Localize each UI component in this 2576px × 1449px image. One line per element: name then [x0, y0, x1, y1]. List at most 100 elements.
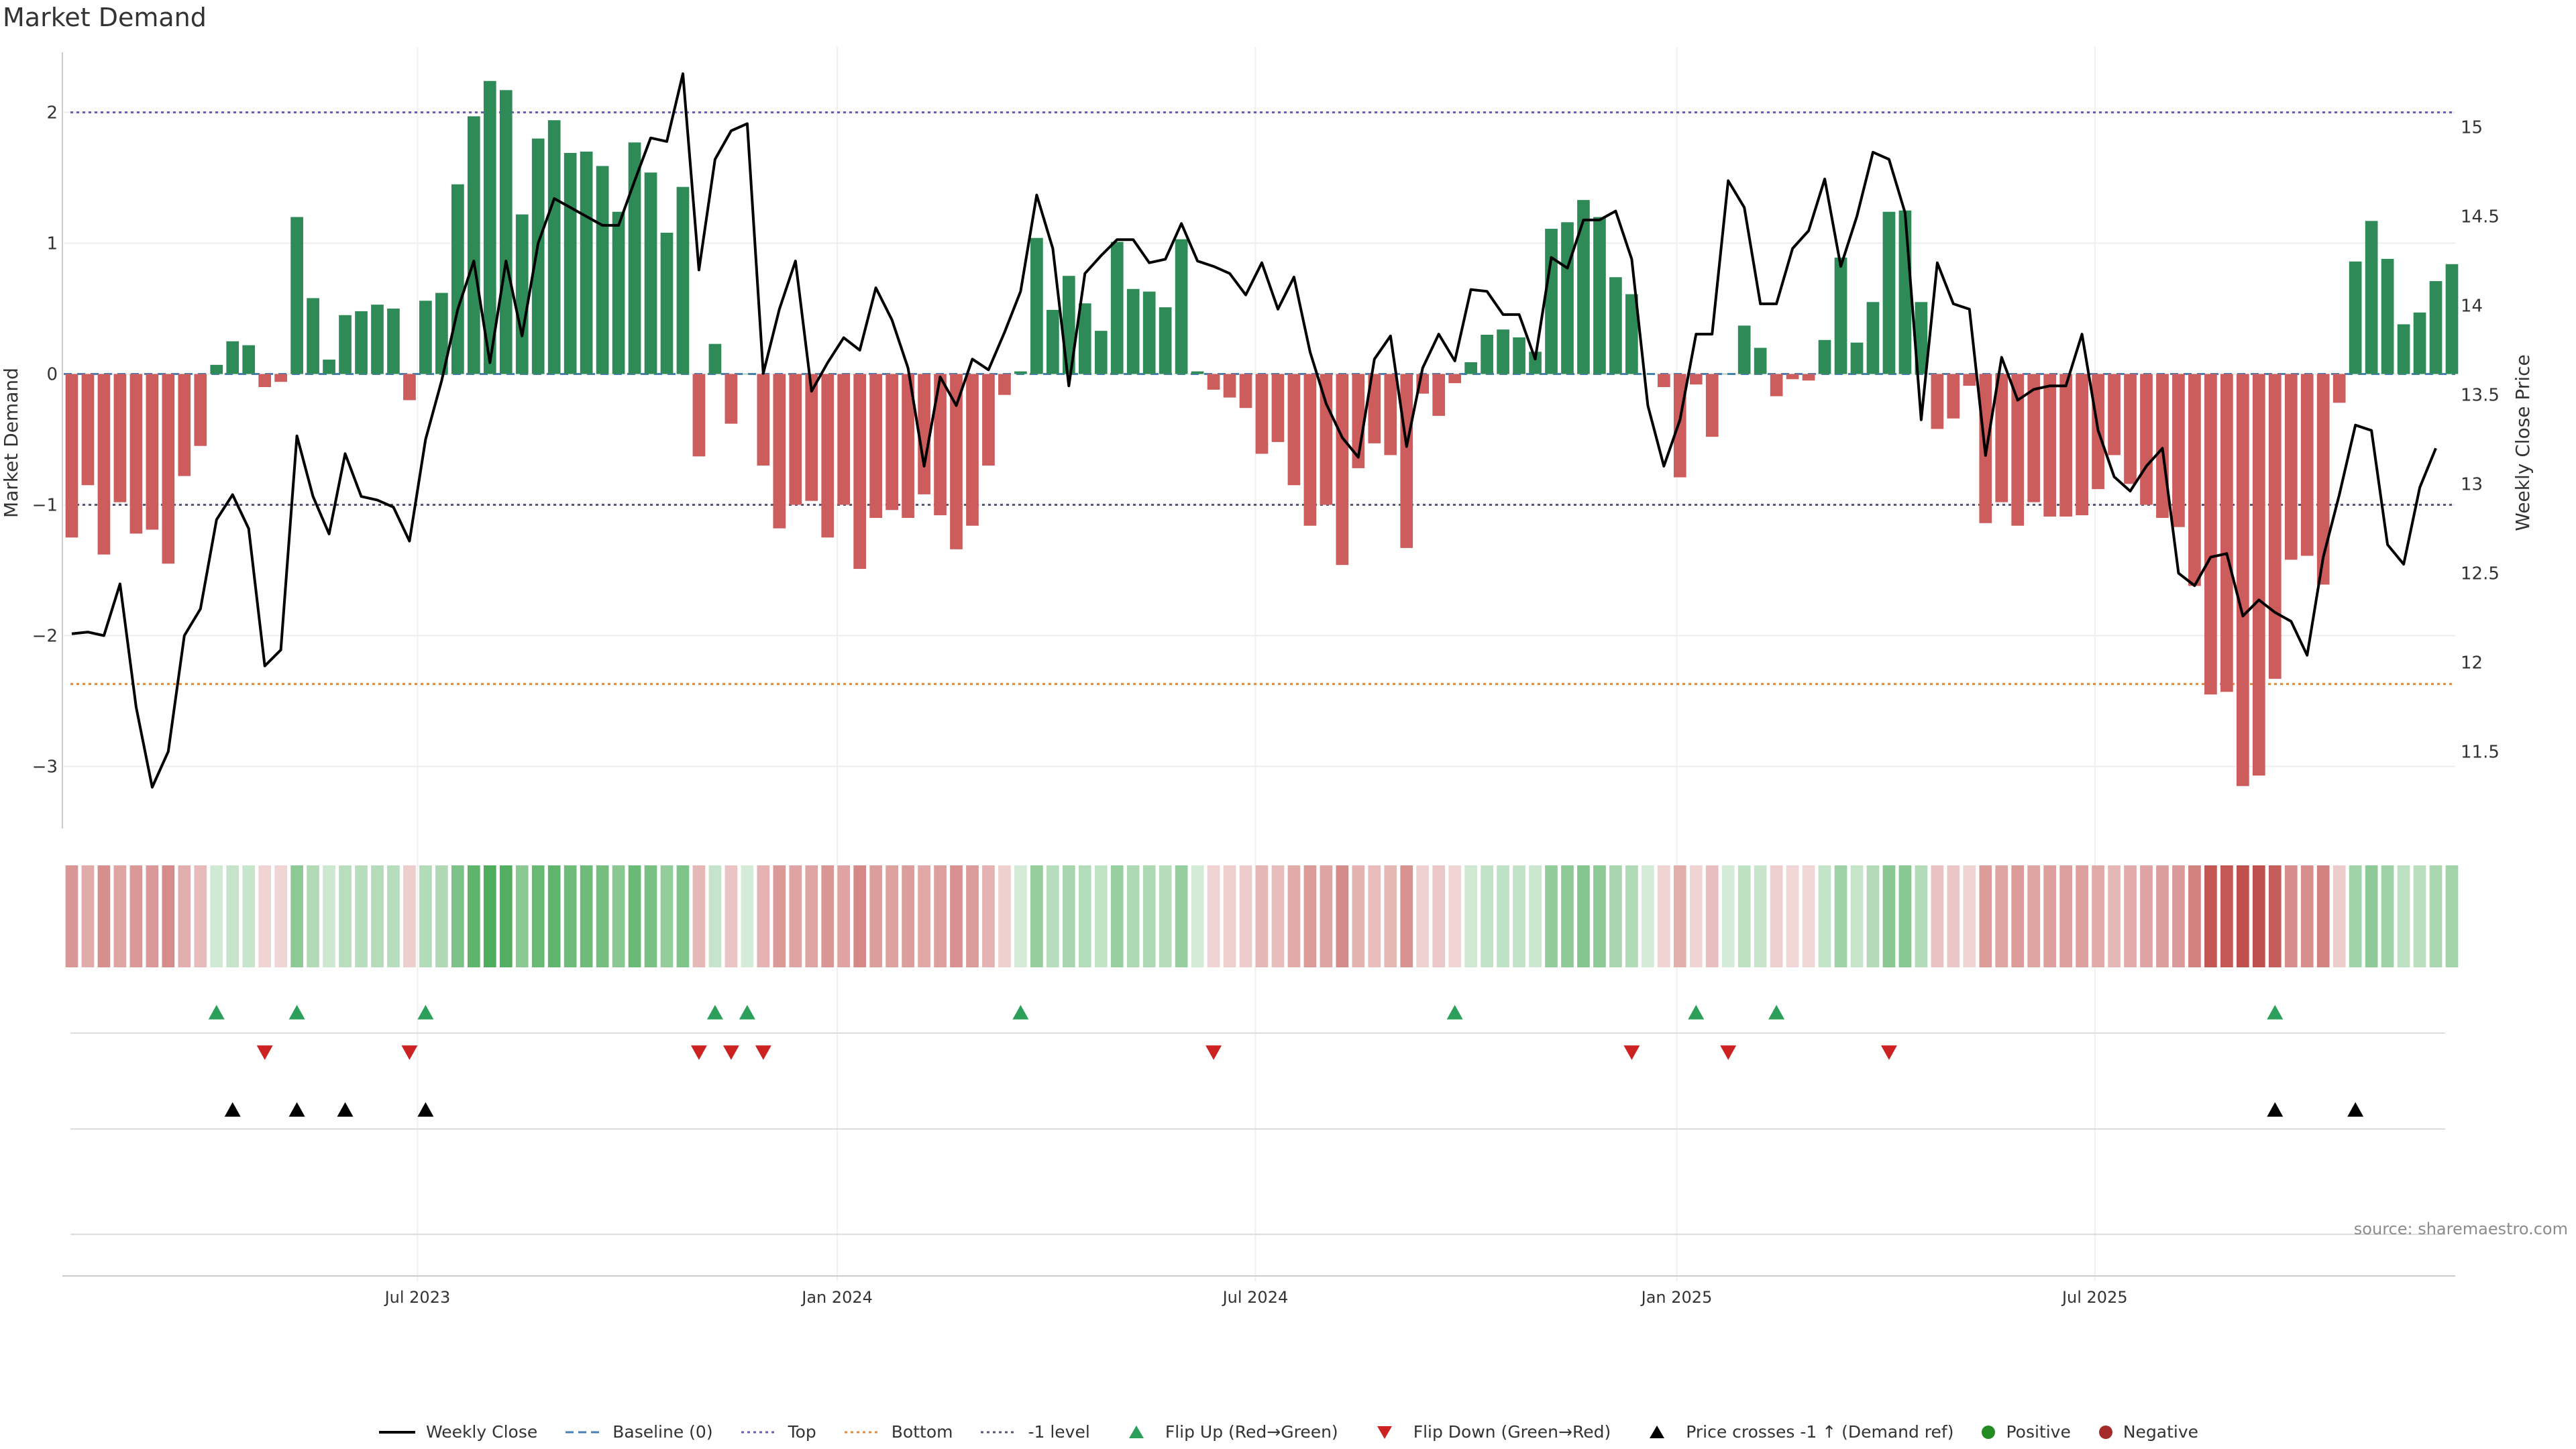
- legend-label: Negative: [2123, 1422, 2199, 1442]
- demand-bar: [113, 374, 127, 502]
- heat-cell: [1352, 865, 1365, 967]
- heat-cell: [612, 865, 625, 967]
- heat-cell: [2237, 865, 2249, 967]
- solid-line-icon: [378, 1430, 415, 1434]
- legend-item: Top: [740, 1422, 816, 1442]
- y-left-axis-title: Market Demand: [0, 368, 22, 518]
- demand-bar: [194, 374, 207, 446]
- demand-bars: [65, 80, 2459, 786]
- demand-bar: [1400, 374, 1413, 548]
- demand-bar: [934, 374, 947, 516]
- price-cross-marker: [224, 1102, 241, 1117]
- demand-bar: [2140, 374, 2153, 505]
- demand-bar: [789, 374, 802, 505]
- heat-cell: [1545, 865, 1558, 967]
- flip-up-marker: [288, 1005, 305, 1020]
- demand-bar: [2381, 258, 2394, 374]
- heat-cell: [81, 865, 95, 967]
- demand-bar: [81, 374, 95, 486]
- dotted-line-icon: [741, 1431, 777, 1433]
- demand-bar: [1931, 374, 1944, 429]
- y-right-tick-label: 12: [2461, 653, 2483, 673]
- y-right-tick-label: 11.5: [2461, 742, 2500, 762]
- demand-bar: [1271, 374, 1285, 442]
- demand-bar: [146, 374, 159, 530]
- demand-bar: [242, 345, 256, 374]
- heat-cell: [966, 865, 979, 967]
- demand-bar: [853, 374, 867, 570]
- heat-cell: [2300, 865, 2314, 967]
- heat-cell: [97, 865, 111, 967]
- heat-cell: [1126, 865, 1140, 967]
- heat-cell: [2332, 865, 2346, 967]
- demand-bar: [65, 374, 78, 538]
- heat-cell: [1207, 865, 1220, 967]
- heat-cell: [644, 865, 657, 967]
- demand-bar: [2397, 324, 2410, 374]
- heat-cell: [1046, 865, 1059, 967]
- circle-icon: [2098, 1425, 2112, 1439]
- demand-bar: [564, 152, 577, 374]
- heat-cell: [2252, 865, 2265, 967]
- price-cross-marker: [288, 1102, 305, 1117]
- heat-cell: [65, 865, 78, 967]
- demand-bar: [499, 90, 513, 374]
- demand-bar: [290, 217, 303, 374]
- x-tick-label: Jul 2025: [2061, 1288, 2128, 1307]
- y-left-tick-label: −2: [32, 627, 58, 647]
- heat-cell: [885, 865, 898, 967]
- heat-cell: [371, 865, 384, 967]
- flip-up-marker: [1768, 1005, 1785, 1020]
- heat-cell: [789, 865, 802, 967]
- heat-cell: [1882, 865, 1896, 967]
- demand-bar: [644, 172, 657, 374]
- demand-bar: [1223, 374, 1236, 398]
- legend-label: Positive: [2006, 1422, 2071, 1442]
- demand-bar: [1561, 222, 1574, 374]
- heat-cell: [660, 865, 674, 967]
- demand-bar: [307, 298, 319, 374]
- heat-cell: [1898, 865, 1912, 967]
- heat-cell: [2172, 865, 2185, 967]
- demand-bar: [1014, 371, 1027, 374]
- heat-cell: [403, 865, 416, 967]
- chart-legend: Weekly Close Baseline (0) Top Bottom -1 leve…: [0, 1422, 2576, 1442]
- heat-cell: [1915, 865, 1928, 967]
- heat-cell: [547, 865, 561, 967]
- legend-item: Positive: [1980, 1422, 2071, 1442]
- dotted-line-icon: [981, 1431, 1018, 1433]
- heat-cell: [837, 865, 851, 967]
- heat-cell: [323, 865, 335, 967]
- heat-cell: [692, 865, 706, 967]
- price-cross-marker: [2347, 1102, 2364, 1117]
- heat-cell: [1625, 865, 1638, 967]
- demand-bar: [1207, 374, 1220, 390]
- legend-item: Weekly Close: [378, 1422, 537, 1442]
- heat-cell: [1481, 865, 1493, 967]
- heat-cell: [355, 865, 368, 967]
- heat-cell: [307, 865, 319, 967]
- demand-bar: [950, 374, 963, 549]
- demand-bar: [757, 374, 770, 466]
- heat-cell: [1175, 865, 1188, 967]
- demand-bar: [1303, 374, 1317, 526]
- demand-bar: [1770, 374, 1783, 396]
- y-right-tick-label: 13: [2461, 474, 2483, 494]
- flip-up-marker: [1012, 1005, 1029, 1020]
- heat-cell: [1078, 865, 1091, 967]
- demand-bar: [2059, 374, 2072, 517]
- heat-cell: [821, 865, 835, 967]
- legend-item: Price crosses -1 ↑ (Demand ref): [1638, 1422, 1953, 1442]
- weekly-close-series: [71, 72, 2437, 789]
- demand-bar: [1850, 342, 1864, 374]
- demand-bar: [435, 292, 448, 374]
- price-cross-marker: [417, 1102, 434, 1117]
- demand-bar: [676, 186, 690, 374]
- heat-cell: [1432, 865, 1446, 967]
- demand-bar: [355, 311, 368, 374]
- heat-cell: [2268, 865, 2282, 967]
- demand-bar: [2237, 374, 2249, 786]
- demand-bar: [918, 374, 930, 494]
- demand-bar: [2252, 374, 2265, 776]
- heat-cell: [451, 865, 464, 967]
